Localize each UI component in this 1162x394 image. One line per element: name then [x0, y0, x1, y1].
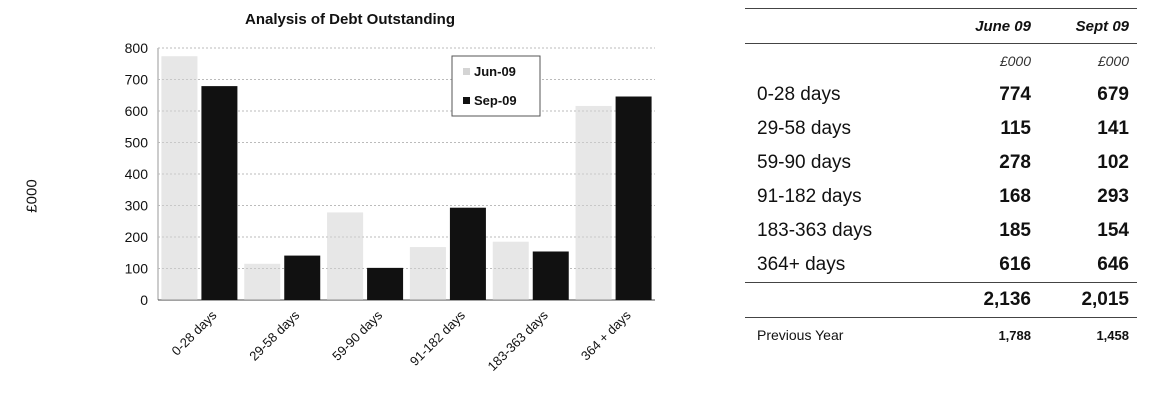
previous-year-sept: 1,458 [1096, 327, 1129, 343]
total-june: 2,136 [941, 282, 1039, 318]
legend-swatch-jun [463, 68, 470, 75]
row-june: 168 [999, 186, 1031, 207]
row-label: 0-28 days [757, 84, 841, 105]
y-tick-label: 800 [125, 40, 149, 56]
table-row: 364+ days 616 646 [745, 248, 1137, 283]
row-sept: 141 [1097, 118, 1129, 139]
bar-sep-09 [284, 255, 321, 300]
debt-table: June 09 Sept 09 £000 £000 0-28 days 774 … [745, 8, 1137, 352]
y-tick-label: 600 [125, 103, 149, 119]
y-tick-label: 500 [125, 135, 149, 151]
row-sept: 679 [1097, 84, 1129, 105]
bar-sep-09 [367, 267, 404, 300]
x-tick-label: 29-58 days [246, 307, 302, 363]
unit-sept: £000 [1097, 53, 1129, 69]
table-row: 29-58 days 115 141 [745, 112, 1137, 146]
bar-sep-09 [615, 96, 652, 300]
y-tick-label: 0 [140, 292, 148, 308]
total-sept: 2,015 [1039, 282, 1137, 318]
bar-jun-09 [244, 263, 281, 300]
bar-jun-09 [492, 241, 529, 300]
bar-jun-09 [409, 247, 446, 300]
table-unit-row: £000 £000 [745, 44, 1137, 79]
x-tick-label: 183-363 days [485, 307, 552, 374]
bar-sep-09 [449, 207, 486, 300]
x-tick-label: 364 + days [578, 307, 634, 363]
x-tick-label: 59-90 days [329, 307, 385, 363]
row-label: 183-363 days [757, 220, 873, 241]
legend: Jun-09 Sep-09 [451, 55, 541, 117]
header-june: June 09 [941, 8, 1039, 44]
y-tick-label: 300 [125, 198, 149, 214]
unit-june: £000 [999, 53, 1031, 69]
table-row: 0-28 days 774 679 [745, 78, 1137, 112]
bar-jun-09 [327, 212, 364, 300]
legend-swatch-sep [463, 97, 470, 104]
previous-year-june: 1,788 [998, 327, 1031, 343]
row-sept: 293 [1097, 186, 1129, 207]
header-empty [745, 8, 941, 44]
row-june: 278 [999, 152, 1031, 173]
bar-sep-09 [201, 86, 238, 301]
bar-jun-09 [161, 56, 198, 300]
y-axis-label: £000 [23, 179, 41, 213]
legend-label-jun: Jun-09 [474, 64, 516, 79]
table-previous-year-row: Previous Year 1,788 1,458 [745, 318, 1137, 353]
table-header-row: June 09 Sept 09 [745, 8, 1137, 44]
row-label: 364+ days [757, 254, 846, 275]
y-tick-label: 100 [125, 261, 149, 277]
table-total-row: 2,136 2,015 [745, 282, 1137, 318]
x-tick-label: 0-28 days [169, 307, 220, 358]
row-june: 185 [999, 220, 1031, 241]
bar-sep-09 [532, 251, 569, 300]
row-sept: 154 [1097, 220, 1129, 241]
bar-chart: Analysis of Debt Outstanding 0 100 200 300 4… [125, 11, 655, 374]
table-row: 91-182 days 168 293 [745, 180, 1137, 214]
row-june: 616 [999, 254, 1031, 275]
table-row: 183-363 days 185 154 [745, 214, 1137, 248]
row-sept: 102 [1097, 152, 1129, 173]
bar-jun-09 [575, 105, 612, 301]
chart-title: Analysis of Debt Outstanding [245, 11, 455, 28]
y-tick-label: 400 [125, 166, 149, 182]
legend-label-sep: Sep-09 [474, 93, 517, 108]
row-label: 29-58 days [757, 118, 852, 139]
legend-box [451, 55, 541, 117]
x-tick-label: 91-182 days [407, 307, 469, 369]
previous-year-label: Previous Year [757, 327, 844, 343]
row-june: 774 [999, 84, 1031, 105]
row-june: 115 [1000, 118, 1031, 139]
row-label: 91-182 days [757, 186, 862, 207]
y-tick-label: 200 [125, 229, 149, 245]
row-sept: 646 [1097, 254, 1129, 275]
row-label: 59-90 days [757, 152, 852, 173]
header-sept: Sept 09 [1039, 8, 1137, 44]
y-tick-label: 700 [125, 72, 149, 88]
table-row: 59-90 days 278 102 [745, 146, 1137, 180]
